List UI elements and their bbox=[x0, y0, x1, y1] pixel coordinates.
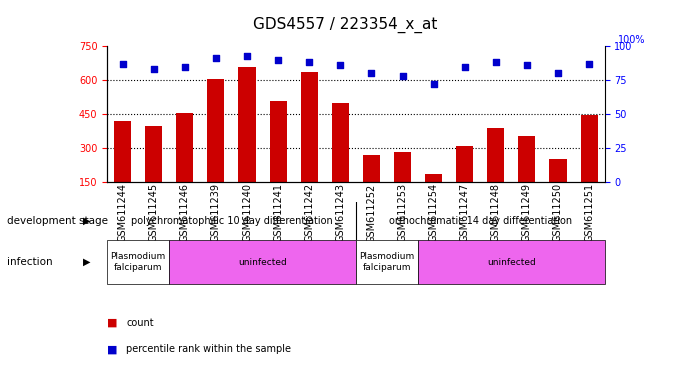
Text: ■: ■ bbox=[107, 344, 117, 354]
Text: GSM611252: GSM611252 bbox=[366, 184, 377, 243]
Bar bbox=[487, 128, 504, 182]
Point bbox=[303, 60, 314, 66]
Point bbox=[179, 63, 190, 70]
Text: GSM611239: GSM611239 bbox=[211, 184, 221, 242]
Text: GSM611251: GSM611251 bbox=[584, 184, 594, 242]
Text: uninfected: uninfected bbox=[487, 258, 536, 266]
Text: GSM611244: GSM611244 bbox=[117, 184, 128, 242]
Text: GSM611250: GSM611250 bbox=[553, 184, 563, 242]
Text: GSM611243: GSM611243 bbox=[335, 184, 346, 242]
Text: Plasmodium
falciparum: Plasmodium falciparum bbox=[359, 252, 415, 272]
Text: GSM611245: GSM611245 bbox=[149, 184, 159, 242]
Bar bbox=[145, 126, 162, 182]
Text: Plasmodium
falciparum: Plasmodium falciparum bbox=[111, 252, 166, 272]
Bar bbox=[549, 159, 567, 182]
Bar bbox=[363, 155, 380, 182]
Bar bbox=[518, 136, 536, 182]
Text: polychromatophilic 10 day differentiation: polychromatophilic 10 day differentiatio… bbox=[131, 216, 332, 226]
Bar bbox=[176, 113, 193, 182]
Text: GSM611248: GSM611248 bbox=[491, 184, 501, 242]
Text: GSM611253: GSM611253 bbox=[397, 184, 408, 242]
Text: GSM611247: GSM611247 bbox=[460, 184, 470, 242]
Text: GSM611242: GSM611242 bbox=[304, 184, 314, 242]
Bar bbox=[238, 66, 256, 182]
Text: GSM611254: GSM611254 bbox=[428, 184, 439, 242]
Text: infection: infection bbox=[7, 257, 53, 267]
Text: GSM611249: GSM611249 bbox=[522, 184, 532, 242]
Point bbox=[117, 61, 129, 67]
Bar bbox=[169, 240, 356, 284]
Point bbox=[366, 70, 377, 76]
Text: GSM611240: GSM611240 bbox=[242, 184, 252, 242]
Point bbox=[552, 70, 563, 76]
Point bbox=[397, 73, 408, 79]
Bar bbox=[425, 174, 442, 182]
Point bbox=[334, 62, 346, 68]
Text: orthochromatic 14 day differentiation: orthochromatic 14 day differentiation bbox=[388, 216, 572, 226]
Point bbox=[521, 62, 532, 68]
Bar bbox=[356, 240, 418, 284]
Text: GDS4557 / 223354_x_at: GDS4557 / 223354_x_at bbox=[254, 17, 437, 33]
Bar bbox=[301, 72, 318, 182]
Y-axis label: 100%: 100% bbox=[618, 35, 645, 45]
Point bbox=[459, 63, 470, 70]
Text: GSM611241: GSM611241 bbox=[273, 184, 283, 242]
Point bbox=[210, 55, 221, 61]
Point bbox=[491, 60, 502, 66]
Text: count: count bbox=[126, 318, 154, 328]
Bar bbox=[269, 101, 287, 182]
Text: ■: ■ bbox=[107, 318, 117, 328]
Bar bbox=[207, 79, 225, 182]
Bar bbox=[332, 103, 349, 182]
Text: ▶: ▶ bbox=[83, 257, 90, 267]
Bar bbox=[580, 115, 598, 182]
Text: development stage: development stage bbox=[7, 216, 108, 226]
Bar bbox=[418, 240, 605, 284]
Text: GSM611246: GSM611246 bbox=[180, 184, 190, 242]
Point bbox=[148, 66, 159, 72]
Bar bbox=[107, 240, 169, 284]
Bar bbox=[394, 152, 411, 182]
Point bbox=[583, 61, 594, 67]
Text: ▶: ▶ bbox=[83, 216, 90, 226]
Bar bbox=[114, 121, 131, 182]
Point bbox=[428, 81, 439, 87]
Text: uninfected: uninfected bbox=[238, 258, 287, 266]
Point bbox=[242, 53, 253, 59]
Point bbox=[272, 56, 283, 63]
Text: percentile rank within the sample: percentile rank within the sample bbox=[126, 344, 292, 354]
Bar bbox=[456, 146, 473, 182]
